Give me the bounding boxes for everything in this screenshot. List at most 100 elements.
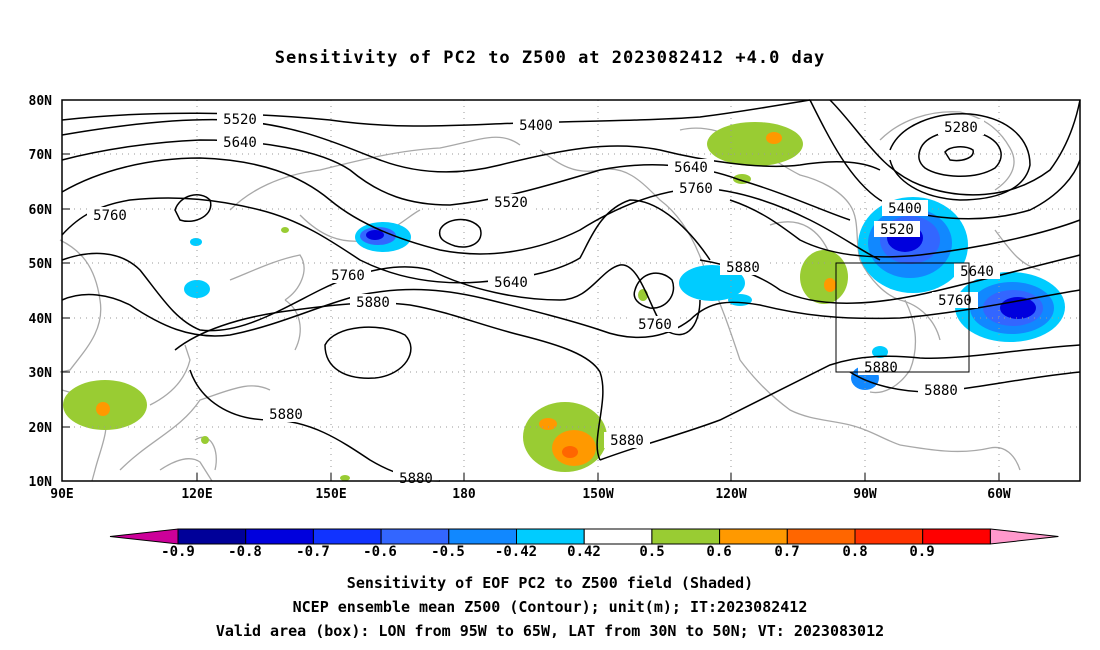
footer-line-1: Sensitivity of EOF PC2 to Z500 field (Sh…	[346, 574, 754, 592]
sensitivity-shading	[63, 122, 1065, 481]
colorbar-swatch	[516, 528, 585, 545]
svg-text:5640: 5640	[494, 275, 528, 291]
colorbar-swatch	[448, 528, 517, 545]
lon-label: 90W	[853, 487, 877, 502]
svg-text:5760: 5760	[938, 293, 972, 309]
colorbar-swatch	[380, 528, 450, 545]
svg-text:5400: 5400	[519, 118, 553, 134]
svg-text:5640: 5640	[960, 264, 994, 280]
svg-text:5880: 5880	[269, 407, 303, 423]
contour-label: 5400	[513, 117, 559, 134]
lon-label: 180	[452, 487, 476, 502]
svg-text:5280: 5280	[944, 120, 978, 136]
colorbar-label: 0.6	[706, 544, 731, 560]
contour-label: 5520	[874, 221, 920, 238]
colorbar-swatch	[177, 528, 247, 545]
colorbar-swatch	[922, 528, 991, 545]
contour-label: 5400	[882, 200, 928, 217]
colorbar-swatch	[312, 528, 382, 545]
lon-label: 150E	[315, 487, 346, 502]
contour-label: 5880	[720, 259, 766, 276]
colorbar-label: 0.8	[842, 544, 867, 560]
lat-label: 50N	[29, 257, 53, 272]
contour-label: 5880	[858, 359, 904, 376]
map-title: Sensitivity of PC2 to Z500 at 2023082412…	[274, 48, 826, 68]
contour-label: 5640	[954, 263, 1000, 280]
colorbar-label: 0.42	[567, 544, 601, 560]
svg-text:5400: 5400	[888, 201, 922, 217]
svg-text:5760: 5760	[331, 268, 365, 284]
colorbar-labels: -0.9 -0.8 -0.7 -0.6 -0.5 -0.42 0.42 0.5 …	[161, 544, 935, 560]
colorbar-swatch	[651, 528, 721, 545]
footer-line-3: Valid area (box): LON from 95W to 65W, L…	[215, 622, 885, 640]
latitude-labels: 80N 70N 60N 50N 40N 30N 20N 10N	[29, 94, 53, 490]
colorbar-label: 0.7	[774, 544, 799, 560]
contour-label: 5760	[932, 292, 978, 309]
svg-text:5880: 5880	[726, 260, 760, 276]
footer-line-2: NCEP ensemble mean Z500 (Contour); unit(…	[292, 598, 808, 616]
contour-label: 5640	[488, 274, 534, 291]
svg-text:5880: 5880	[924, 383, 958, 399]
colorbar-swatch	[989, 528, 1059, 545]
colorbar-label: -0.8	[228, 544, 262, 560]
axis-ticks	[62, 99, 1000, 481]
lon-label: 120W	[715, 487, 746, 502]
colorbar-label: 0.5	[639, 544, 664, 560]
svg-text:5520: 5520	[880, 222, 914, 238]
colorbar-label: -0.9	[161, 544, 195, 560]
contour-label: 5280	[938, 119, 984, 136]
svg-text:5520: 5520	[494, 195, 528, 211]
contour-label: 5880	[393, 470, 439, 487]
svg-text:5760: 5760	[679, 181, 713, 197]
lat-label: 30N	[29, 366, 53, 381]
contour-label: 5880	[350, 294, 396, 311]
colorbar-label: -0.42	[495, 544, 537, 560]
contour-label: 5760	[673, 180, 719, 197]
lat-label: 10N	[29, 475, 53, 490]
svg-text:5880: 5880	[864, 360, 898, 376]
svg-text:5760: 5760	[638, 317, 672, 333]
longitude-labels: 90E 120E 150E 180 150W 120W 90W 60W	[50, 487, 1011, 502]
lat-label: 20N	[29, 421, 53, 436]
lon-label: 60W	[987, 487, 1011, 502]
contour-label: 5880	[263, 406, 309, 423]
contour-labels: 5520 5400 5280 5640 5640 5520 5760 5400 …	[87, 111, 1000, 487]
valid-area-box	[835, 262, 970, 373]
lat-label: 60N	[29, 203, 53, 218]
map-frame	[61, 99, 1081, 482]
colorbar-swatch	[583, 528, 653, 545]
lat-label: 70N	[29, 148, 53, 163]
lon-label: 120E	[181, 487, 212, 502]
colorbar-label: 0.9	[909, 544, 934, 560]
colorbar-swatch	[719, 528, 788, 545]
contour-label: 5760	[632, 316, 678, 333]
contour-label: 5760	[87, 207, 133, 224]
colorbar-label: -0.7	[296, 544, 330, 560]
colorbar-swatch	[245, 528, 314, 545]
colorbar-label: -0.6	[363, 544, 397, 560]
contour-label: 5880	[918, 382, 964, 399]
svg-text:5640: 5640	[674, 160, 708, 176]
lat-label: 80N	[29, 94, 53, 109]
lon-label: 90E	[50, 487, 73, 502]
svg-text:5760: 5760	[93, 208, 127, 224]
svg-text:5640: 5640	[223, 135, 257, 151]
colorbar-swatch	[109, 528, 179, 545]
colorbar	[109, 528, 1059, 545]
contour-label: 5520	[488, 194, 534, 211]
contour-label: 5880	[604, 432, 650, 449]
svg-text:5880: 5880	[356, 295, 390, 311]
lat-label: 40N	[29, 312, 53, 327]
colorbar-label: -0.5	[431, 544, 465, 560]
lon-label: 150W	[582, 487, 613, 502]
svg-text:5880: 5880	[610, 433, 644, 449]
colorbar-swatch	[854, 528, 924, 545]
contour-label: 5640	[668, 159, 714, 176]
svg-text:5880: 5880	[399, 471, 433, 487]
contour-label: 5760	[325, 267, 371, 284]
colorbar-swatch	[786, 528, 856, 545]
contour-label: 5520	[217, 111, 263, 128]
contour-label: 5640	[217, 134, 263, 151]
svg-text:5520: 5520	[223, 112, 257, 128]
